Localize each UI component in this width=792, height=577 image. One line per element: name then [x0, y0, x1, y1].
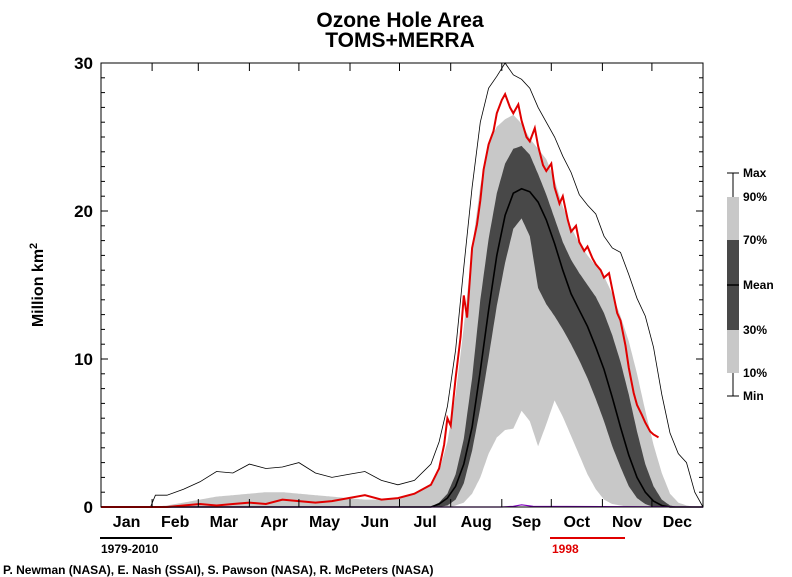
- legend-label: 10%: [743, 366, 767, 380]
- y-tick-label: 10: [74, 350, 93, 369]
- x-month-label: Feb: [161, 514, 190, 531]
- y-axis-title-text: Million km: [30, 249, 47, 327]
- y-axis-title-superscript: 2: [28, 243, 40, 249]
- legend-label: 70%: [743, 233, 767, 247]
- x-month-label: Nov: [612, 514, 642, 531]
- legend: Max 90% 70% Mean 30% 10% Min: [727, 166, 774, 403]
- legend-label: Mean: [743, 278, 774, 292]
- band-10-90-percentile: [101, 114, 703, 508]
- x-month-label: Dec: [663, 514, 692, 531]
- legend-label: Max: [743, 166, 767, 180]
- x-month-label: Apr: [260, 514, 288, 531]
- legend-label: Min: [743, 389, 764, 403]
- x-month-label: Mar: [210, 514, 238, 531]
- y-axis-title: Million km2: [28, 243, 47, 327]
- x-month-label: Aug: [461, 514, 492, 531]
- x-month-label: Oct: [563, 514, 590, 531]
- x-month-label: Jul: [414, 514, 437, 531]
- legend-swatch-70-90: [727, 197, 739, 240]
- chart-subtitle: TOMS+MERRA: [325, 29, 475, 52]
- climatology-period-label: 1979-2010: [101, 542, 159, 556]
- credits: P. Newman (NASA), E. Nash (SSAI), S. Paw…: [3, 563, 434, 577]
- series-mean-line: [101, 187, 703, 508]
- legend-swatch-10-30: [727, 330, 739, 373]
- plot-area: [101, 62, 704, 508]
- series-max-line: [101, 62, 704, 508]
- y-tick-label: 0: [84, 498, 93, 517]
- series-1998-line: [101, 91, 660, 508]
- x-month-label: May: [309, 514, 340, 531]
- axes: 0 10 20 30 Jan Feb Mar Apr May Jun Jul Aug Sep Oct Nov…: [74, 54, 704, 531]
- legend-label: 90%: [743, 190, 767, 204]
- x-month-label: Jun: [361, 514, 389, 531]
- y-tick-label: 30: [74, 54, 93, 73]
- legend-label: 30%: [743, 323, 767, 337]
- x-month-label: Sep: [512, 514, 542, 531]
- highlight-year-label: 1998: [552, 542, 579, 556]
- chart-title: Ozone Hole Area: [316, 9, 484, 32]
- y-tick-label: 20: [74, 202, 93, 221]
- x-month-label: Jan: [113, 514, 141, 531]
